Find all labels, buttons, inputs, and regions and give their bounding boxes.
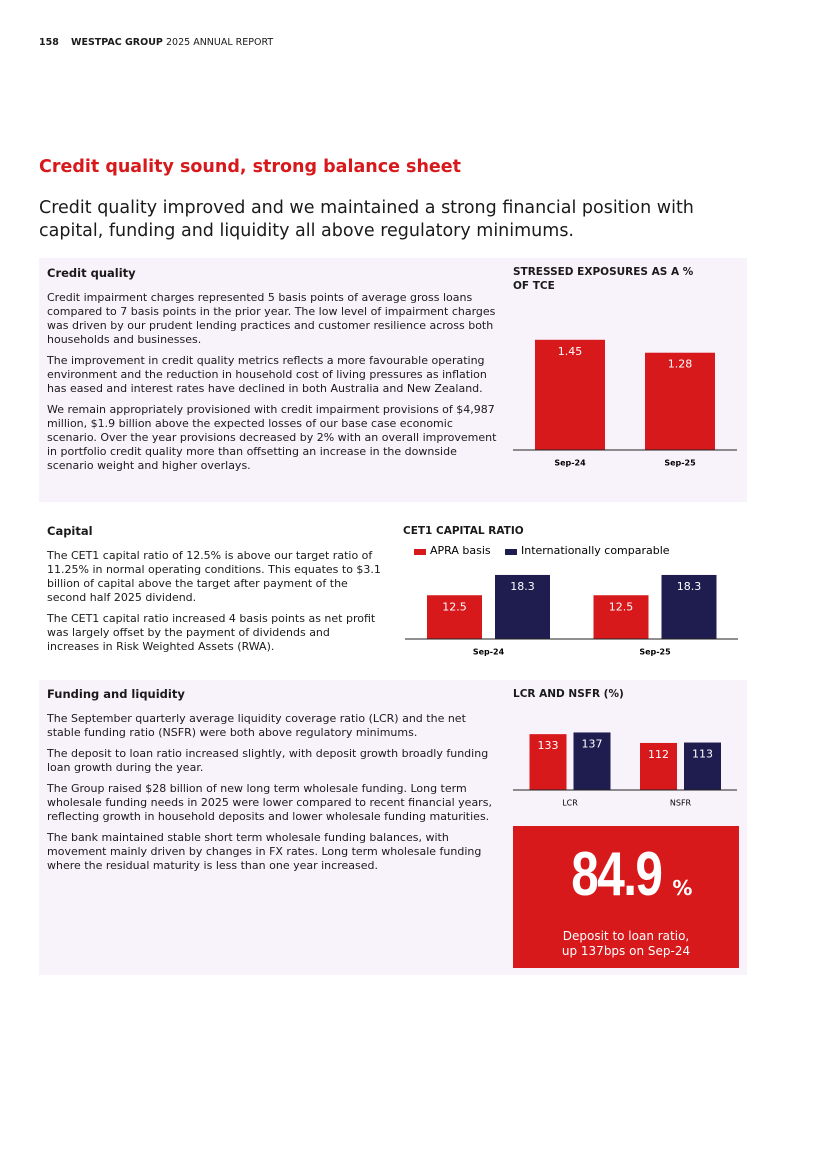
value-label: 112 (648, 748, 669, 761)
x-tick-label: Sep-25 (639, 648, 671, 657)
paragraph: The Group raised $28 billion of new long… (47, 782, 492, 823)
paragraph: Credit impairment charges represented 5 … (47, 291, 496, 346)
chart-title: STRESSED EXPOSURES AS A % OF TCE (513, 266, 694, 292)
section: Capital The CET1 capital ratio of 12.5% … (47, 524, 382, 661)
bar (529, 734, 567, 790)
x-tick-label: Sep-24 (554, 459, 586, 468)
report-name: 2025 ANNUAL REPORT (166, 37, 274, 48)
paragraph: The CET1 capital ratio increased 4 basis… (47, 612, 376, 653)
value-label: 18.3 (510, 580, 535, 593)
value-label: 18.3 (677, 580, 702, 593)
section-title: Credit quality (47, 266, 136, 280)
section-box (39, 258, 747, 502)
callout-caption: Deposit to loan ratio, up 137bps on Sep-… (561, 929, 691, 958)
paragraph: The September quarterly average liquidit… (47, 712, 466, 739)
section: Credit quality Credit impairment charges… (47, 266, 502, 480)
paragraph: The bank maintained stable short term wh… (47, 831, 482, 872)
callout: 84.9% Deposit to loan ratio, up 137bps o… (513, 826, 739, 968)
bar (645, 352, 715, 450)
legend-swatch (414, 549, 426, 555)
page-number: 158 (39, 37, 59, 48)
intro: Credit quality improved and we maintaine… (39, 198, 694, 241)
value-label: 137 (582, 737, 603, 750)
value-label: 1.28 (668, 358, 693, 371)
value-label: 133 (538, 739, 559, 752)
value-label: 113 (692, 748, 713, 761)
callout-value: 84.9 (570, 840, 663, 909)
legend-label: Internationally comparable (521, 544, 670, 557)
chart-title: CET1 CAPITAL RATIO (403, 525, 524, 537)
bar (593, 595, 649, 639)
value-label: 12.5 (609, 600, 634, 613)
bar (535, 339, 605, 450)
heading: Credit quality sound, strong balance she… (39, 157, 462, 177)
x-tick-label: LCR (562, 799, 578, 808)
bar (573, 732, 611, 790)
company-name: WESTPAC GROUP (71, 37, 163, 48)
paragraph: The deposit to loan ratio increased slig… (47, 747, 489, 774)
paragraph: We remain appropriately provisioned with… (47, 403, 497, 472)
callout-unit: % (672, 876, 693, 900)
paragraph: The CET1 capital ratio of 12.5% is above… (47, 549, 381, 604)
value-label: 1.45 (558, 345, 583, 358)
bar (684, 742, 721, 790)
chart-title: LCR AND NSFR (%) (513, 688, 624, 700)
bar (661, 574, 717, 639)
x-tick-label: NSFR (670, 799, 692, 808)
bar (640, 742, 677, 790)
x-tick-label: Sep-24 (473, 648, 505, 657)
section-title: Capital (47, 524, 93, 538)
bar (495, 574, 550, 639)
x-tick-label: Sep-25 (664, 459, 696, 468)
legend-swatch (505, 549, 517, 555)
bar (427, 595, 482, 639)
section: Funding and liquidity The September quar… (47, 687, 502, 880)
callout-figure: 84.9% (513, 844, 739, 921)
value-label: 12.5 (442, 600, 467, 613)
section-title: Funding and liquidity (47, 687, 185, 701)
legend-label: APRA basis (430, 544, 491, 557)
paragraph: The improvement in credit quality metric… (47, 354, 487, 395)
